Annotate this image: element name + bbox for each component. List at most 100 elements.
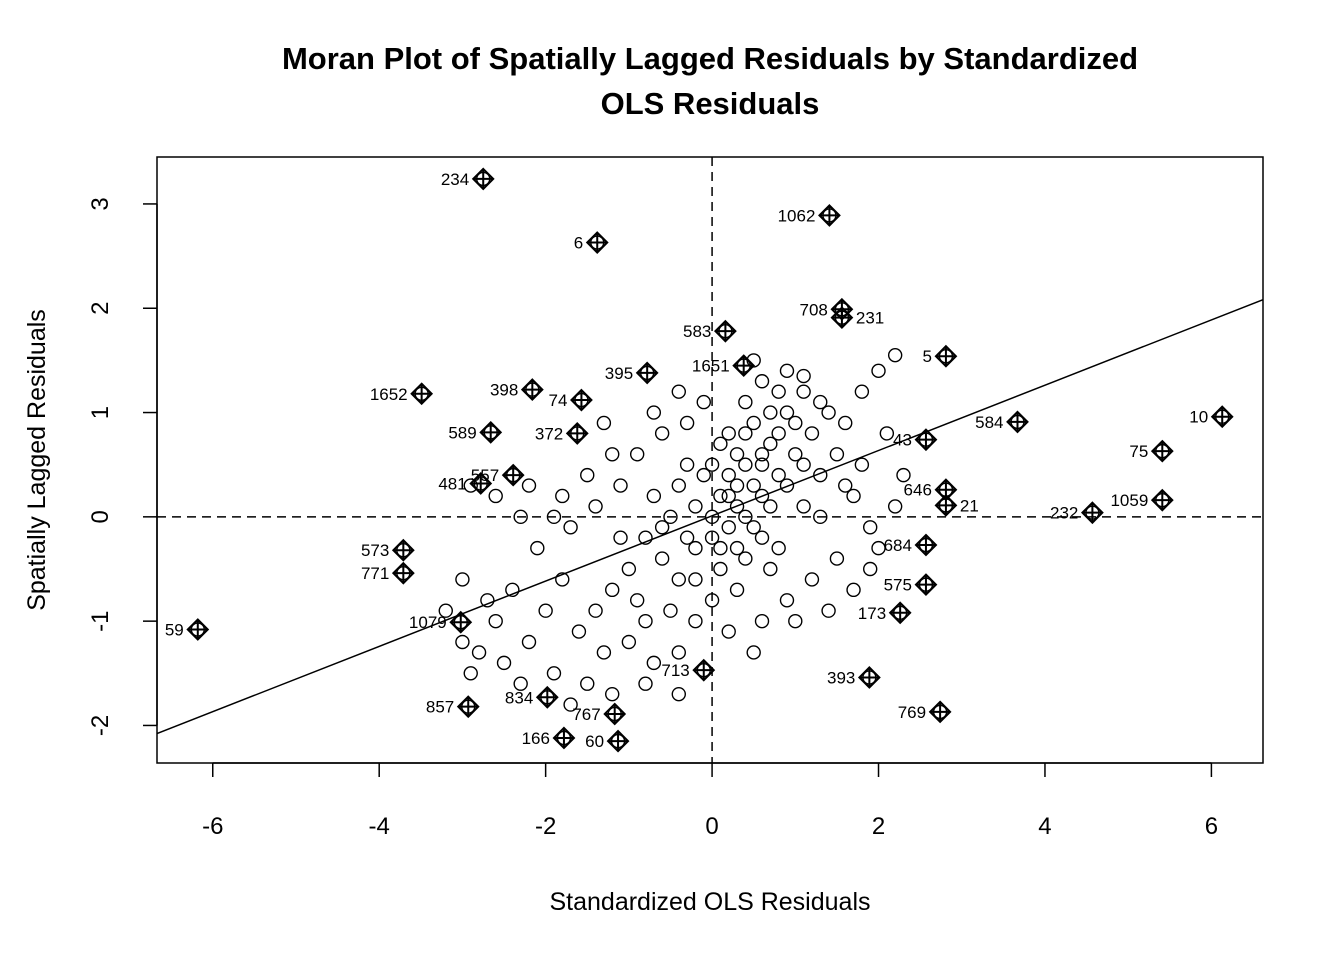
influential-point-circle (918, 432, 934, 447)
data-point (754, 447, 770, 462)
data-point (496, 655, 512, 671)
influential-point-label: 231 (856, 309, 884, 328)
data-point (696, 467, 711, 483)
data-point (846, 582, 861, 598)
data-point (738, 394, 753, 410)
influential-point-label: 771 (361, 564, 389, 583)
data-point (488, 488, 503, 504)
data-point (521, 478, 537, 493)
influential-point (934, 493, 958, 517)
data-point (654, 551, 670, 566)
influential-point-circle (574, 392, 589, 408)
data-point (838, 478, 853, 493)
data-point (746, 478, 761, 493)
data-point (738, 457, 753, 472)
data-point (679, 415, 695, 431)
influential-point-label: 557 (471, 466, 499, 485)
influential-point-label: 1079 (409, 613, 447, 632)
y-tick-label: 3 (87, 197, 114, 210)
data-point (688, 499, 703, 514)
influential-point (713, 319, 737, 343)
data-point (771, 467, 786, 483)
influential-point (552, 726, 576, 750)
influential-point-label: 1651 (692, 357, 730, 376)
data-point (521, 634, 537, 650)
data-point (613, 530, 628, 545)
data-point (530, 540, 545, 556)
influential-point-circle (190, 622, 205, 637)
influential-point-circle (918, 537, 934, 553)
data-point (654, 426, 670, 441)
data-point (563, 520, 578, 535)
influential-point (1080, 501, 1104, 525)
influential-point (934, 344, 958, 368)
data-point (754, 613, 770, 629)
x-tick-label: 2 (872, 813, 885, 840)
influential-point-circle (938, 349, 954, 364)
data-point (729, 447, 745, 462)
influential-point (186, 618, 210, 641)
data-point (854, 457, 870, 472)
data-point (688, 540, 703, 556)
influential-point (469, 472, 493, 495)
data-point (779, 593, 795, 608)
x-tick-label: -6 (202, 813, 223, 840)
data-point (813, 394, 828, 410)
data-point (613, 478, 628, 493)
data-point (546, 509, 562, 525)
influential-point-label: 372 (535, 424, 563, 443)
data-point (854, 384, 870, 399)
data-point (846, 488, 861, 504)
data-point (729, 540, 745, 556)
data-point (754, 374, 770, 389)
x-axis-label: Standardized OLS Residuals (549, 888, 870, 916)
influential-point-label: 6 (574, 234, 583, 253)
influential-point-label: 232 (1050, 504, 1078, 523)
data-point (821, 603, 836, 618)
data-point (721, 467, 736, 483)
influential-point (888, 601, 912, 625)
data-point (763, 405, 778, 420)
data-point (896, 467, 911, 483)
data-point (580, 467, 595, 483)
data-point (771, 426, 786, 441)
influential-point-circle (918, 577, 934, 592)
regression-line (157, 298, 1263, 735)
data-point (605, 686, 620, 702)
influential-point-label: 395 (605, 364, 633, 383)
data-point (671, 478, 686, 493)
data-point (621, 561, 637, 577)
data-point (746, 645, 761, 660)
data-point (721, 488, 736, 504)
data-point (438, 603, 453, 618)
influential-point-label: 393 (827, 668, 855, 687)
data-point (788, 447, 803, 462)
data-point (588, 603, 603, 618)
influential-point (830, 306, 854, 330)
data-point (571, 624, 587, 639)
data-point (754, 488, 770, 504)
influential-point (391, 538, 415, 562)
data-point (480, 593, 495, 608)
data-point (771, 540, 786, 556)
influential-point-label: 60 (585, 732, 604, 751)
influential-point-circle (639, 365, 655, 381)
data-point (729, 478, 745, 493)
data-point (746, 520, 761, 535)
influential-point (449, 610, 473, 634)
data-point (779, 363, 795, 379)
data-point (596, 415, 612, 431)
influential-point-label: 21 (960, 496, 979, 515)
data-point (838, 415, 853, 431)
influential-point-label: 5 (922, 347, 931, 366)
data-point (588, 499, 603, 514)
data-point (796, 499, 811, 514)
data-point (671, 572, 686, 587)
influential-point-circle (607, 706, 622, 722)
data-point (713, 540, 728, 556)
influential-point-label: 834 (505, 688, 533, 707)
x-axis: -6 -4 -2 0 2 4 6 (202, 762, 1218, 840)
influential-point-circle (1155, 443, 1170, 459)
influential-point (391, 561, 415, 585)
